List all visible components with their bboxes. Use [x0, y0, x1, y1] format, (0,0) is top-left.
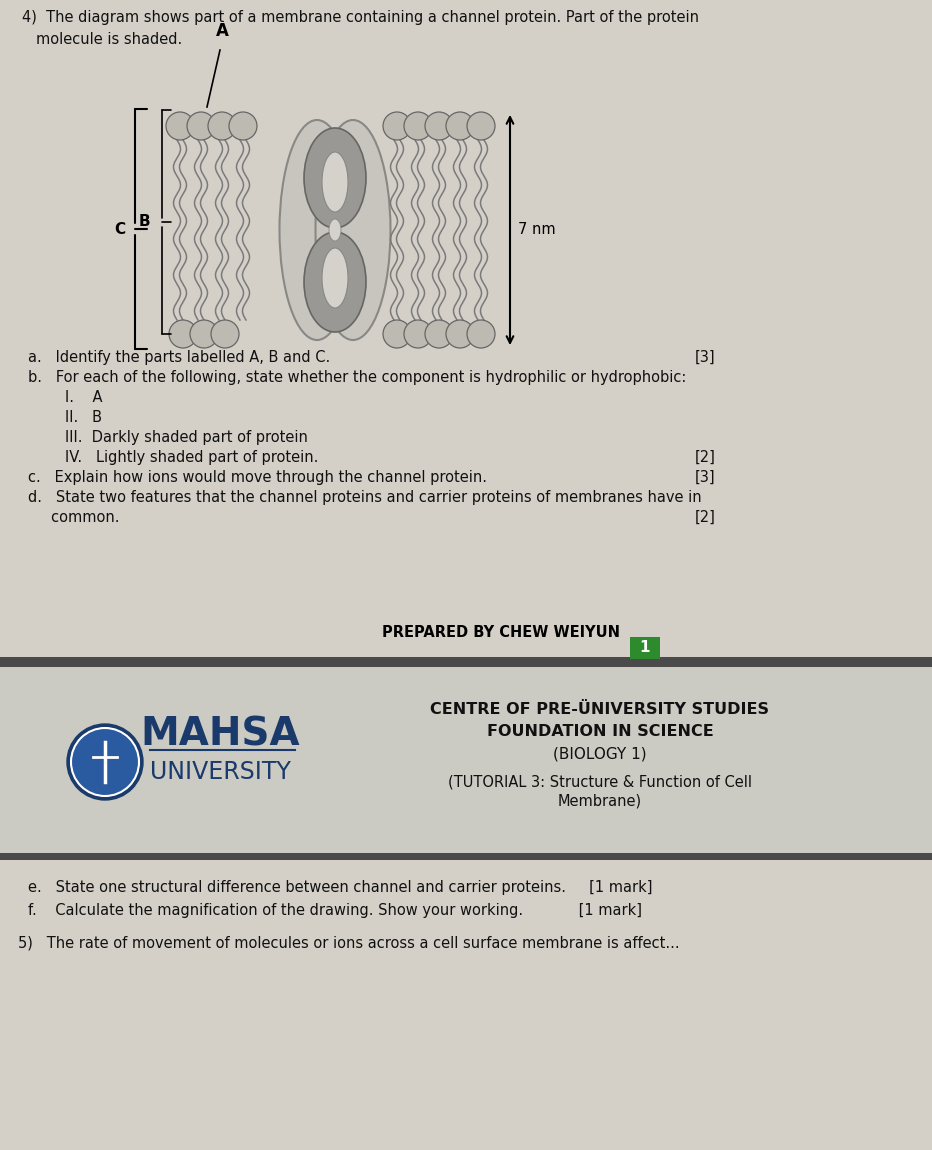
- Text: e.   State one structural difference between channel and carrier proteins.     [: e. State one structural difference betwe…: [28, 880, 652, 895]
- Text: [3]: [3]: [695, 470, 716, 485]
- Text: molecule is shaded.: molecule is shaded.: [36, 32, 183, 47]
- Text: MAHSA: MAHSA: [140, 716, 300, 754]
- Circle shape: [187, 112, 215, 140]
- Text: B: B: [138, 215, 150, 230]
- Text: b.   For each of the following, state whether the component is hydrophilic or hy: b. For each of the following, state whet…: [28, 370, 686, 385]
- Circle shape: [404, 320, 432, 348]
- Circle shape: [208, 112, 236, 140]
- Text: (TUTORIAL 3: Structure & Function of Cell: (TUTORIAL 3: Structure & Function of Cel…: [448, 774, 752, 790]
- Text: PREPARED BY CHEW WEIYUN: PREPARED BY CHEW WEIYUN: [382, 624, 620, 641]
- Bar: [0, 0, 932, 660]
- Text: 1: 1: [639, 641, 651, 656]
- Circle shape: [383, 320, 411, 348]
- Bar: [0, 860, 932, 1150]
- Text: 7 nm: 7 nm: [518, 222, 555, 238]
- Ellipse shape: [329, 218, 341, 242]
- Circle shape: [467, 320, 495, 348]
- Text: I.    A: I. A: [28, 390, 103, 405]
- Text: (BIOLOGY 1): (BIOLOGY 1): [554, 746, 647, 761]
- Text: A: A: [215, 22, 228, 40]
- Ellipse shape: [304, 128, 366, 228]
- Text: UNIVERSITY: UNIVERSITY: [149, 760, 291, 784]
- Ellipse shape: [322, 248, 348, 308]
- Circle shape: [169, 320, 197, 348]
- Circle shape: [425, 112, 453, 140]
- Circle shape: [446, 112, 474, 140]
- Text: IV.   Lightly shaded part of protein.: IV. Lightly shaded part of protein.: [28, 450, 319, 465]
- Circle shape: [67, 724, 143, 800]
- Ellipse shape: [304, 232, 366, 332]
- Bar: [0, 660, 932, 860]
- Circle shape: [425, 320, 453, 348]
- Ellipse shape: [322, 152, 348, 212]
- Text: Membrane): Membrane): [558, 793, 642, 808]
- Circle shape: [229, 112, 257, 140]
- Ellipse shape: [280, 120, 354, 340]
- Text: c.   Explain how ions would move through the channel protein.: c. Explain how ions would move through t…: [28, 470, 487, 485]
- Circle shape: [446, 320, 474, 348]
- Text: C: C: [114, 222, 125, 238]
- Bar: [0, 853, 932, 860]
- Circle shape: [211, 320, 239, 348]
- Bar: [630, 637, 660, 659]
- Text: III.  Darkly shaded part of protein: III. Darkly shaded part of protein: [28, 430, 308, 445]
- Text: II.   B: II. B: [28, 411, 102, 425]
- Text: [2]: [2]: [695, 509, 716, 526]
- Ellipse shape: [316, 120, 391, 340]
- Circle shape: [190, 320, 218, 348]
- Circle shape: [71, 728, 139, 796]
- Text: [3]: [3]: [695, 350, 716, 365]
- Text: FOUNDATION IN SCIENCE: FOUNDATION IN SCIENCE: [487, 724, 713, 739]
- Text: CENTRE OF PRE-ÜNIVERSITY STUDIES: CENTRE OF PRE-ÜNIVERSITY STUDIES: [431, 703, 770, 718]
- Text: f.    Calculate the magnification of the drawing. Show your working.            : f. Calculate the magnification of the dr…: [28, 903, 642, 918]
- Text: 4)  The diagram shows part of a membrane containing a channel protein. Part of t: 4) The diagram shows part of a membrane …: [22, 10, 699, 25]
- Text: 5)   The rate of movement of molecules or ions across a cell surface membranе is: 5) The rate of movement of molecules or …: [18, 935, 679, 950]
- Text: [2]: [2]: [695, 450, 716, 465]
- Text: common.: common.: [28, 509, 119, 526]
- Circle shape: [383, 112, 411, 140]
- Circle shape: [404, 112, 432, 140]
- Bar: [0, 657, 932, 667]
- Text: d.   State two features that the channel proteins and carrier proteins of membra: d. State two features that the channel p…: [28, 490, 702, 505]
- Text: a.   Identify the parts labelled A, B and C.: a. Identify the parts labelled A, B and …: [28, 350, 330, 365]
- Circle shape: [166, 112, 194, 140]
- Circle shape: [467, 112, 495, 140]
